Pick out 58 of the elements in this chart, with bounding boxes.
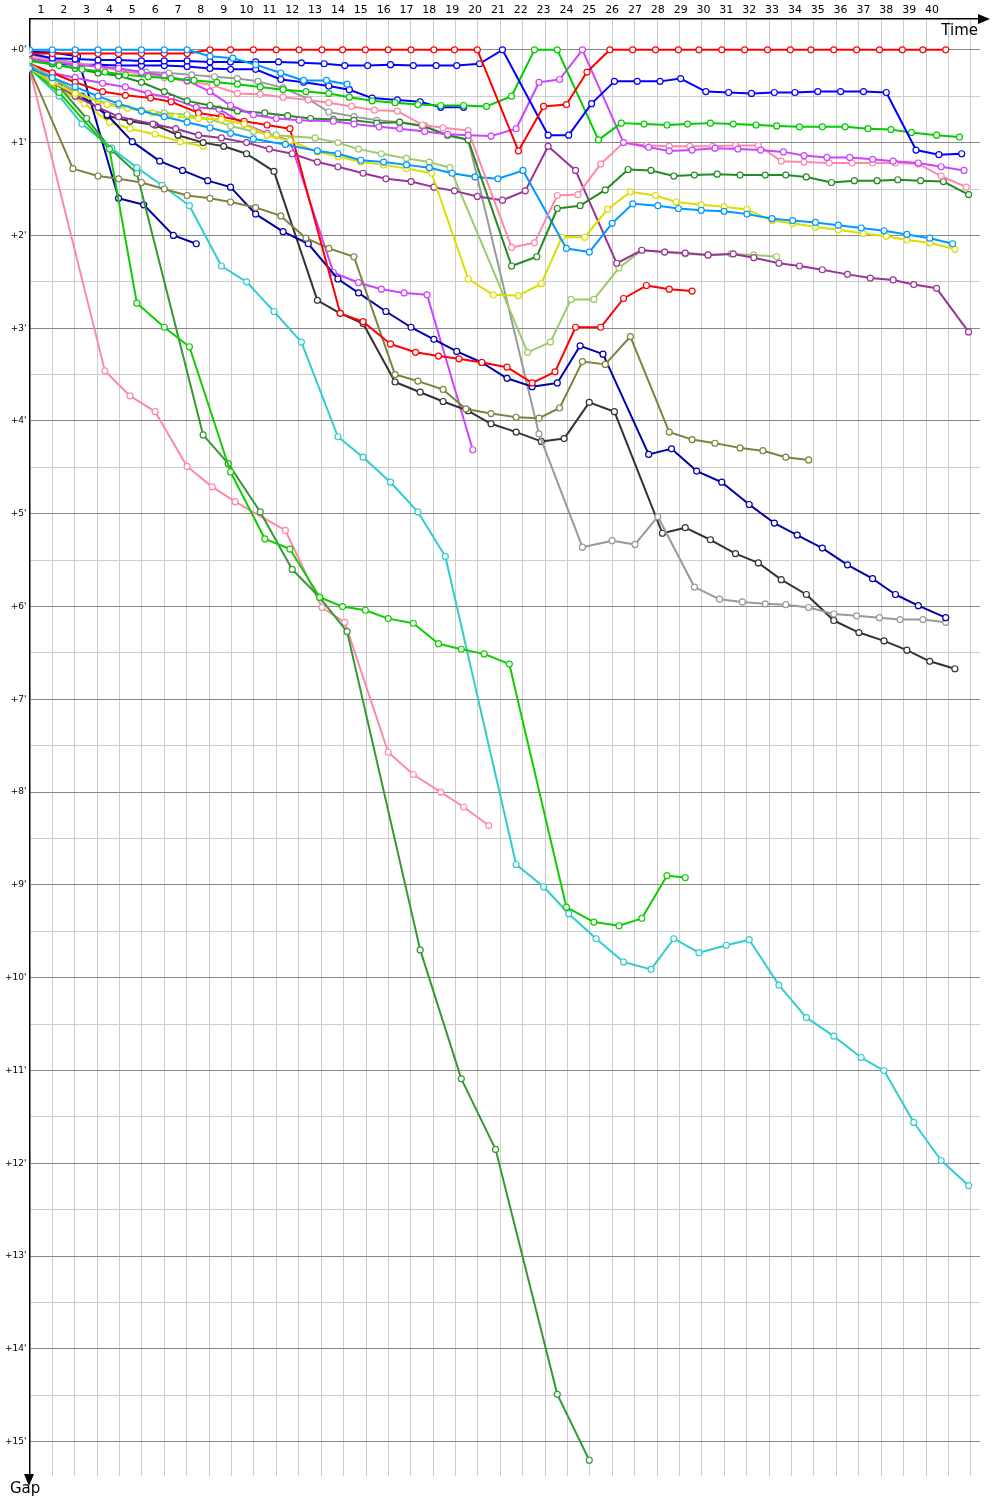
x-tick-label: 29 xyxy=(673,3,688,17)
y-tick-label: +13' xyxy=(5,1250,27,1261)
x-tick-label: 28 xyxy=(650,3,665,17)
y-tick-label: +3' xyxy=(10,322,27,333)
x-tick-label: 33 xyxy=(765,3,780,17)
x-tick-label: 22 xyxy=(513,3,528,17)
x-tick-label: 13 xyxy=(308,3,323,17)
x-tick-label: 20 xyxy=(468,3,483,17)
x-tick-label: 10 xyxy=(239,3,254,17)
y-tick-label: +5' xyxy=(10,508,27,519)
x-tick-label: 14 xyxy=(330,3,345,17)
x-tick-label: 25 xyxy=(582,3,597,17)
y-tick-label: +11' xyxy=(5,1064,27,1075)
x-tick-label: 5 xyxy=(128,3,136,17)
y-tick-label: +9' xyxy=(10,879,27,890)
x-axis-title: Time xyxy=(940,20,978,39)
y-tick-label: +10' xyxy=(5,972,27,983)
y-tick-label: +1' xyxy=(10,136,27,147)
y-tick-label: +8' xyxy=(10,786,27,797)
x-tick-label: 34 xyxy=(787,3,802,17)
y-tick-label: +12' xyxy=(5,1157,27,1168)
x-tick-label: 17 xyxy=(399,3,414,17)
x-tick-label: 8 xyxy=(197,3,205,17)
x-tick-label: 23 xyxy=(536,3,551,17)
x-tick-label: 27 xyxy=(627,3,642,17)
x-tick-label: 6 xyxy=(151,3,159,17)
x-tick-label: 19 xyxy=(445,3,460,17)
y-tick-label: +2' xyxy=(10,229,27,240)
x-tick-label: 31 xyxy=(719,3,734,17)
x-tick-label: 7 xyxy=(174,3,182,17)
x-tick-label: 32 xyxy=(742,3,757,17)
x-tick-label: 9 xyxy=(220,3,228,17)
x-tick-label: 30 xyxy=(696,3,711,17)
x-tick-label: 21 xyxy=(490,3,505,17)
y-tick-label: +14' xyxy=(5,1343,27,1354)
y-tick-label: +4' xyxy=(10,415,27,426)
x-tick-label: 4 xyxy=(105,3,113,17)
x-tick-label: 2 xyxy=(60,3,68,17)
x-tick-label: 36 xyxy=(833,3,848,17)
y-tick-label: +6' xyxy=(10,600,27,611)
x-tick-label: 12 xyxy=(285,3,300,17)
x-tick-label: 18 xyxy=(422,3,437,17)
y-tick-label: +7' xyxy=(10,693,27,704)
x-tick-label: 16 xyxy=(376,3,391,17)
x-tick-label: 40 xyxy=(925,3,940,17)
x-tick-label: 3 xyxy=(83,3,91,17)
x-tick-label: 24 xyxy=(559,3,574,17)
y-tick-label: +15' xyxy=(5,1436,27,1447)
x-tick-label: 39 xyxy=(902,3,917,17)
x-tick-label: 35 xyxy=(810,3,825,17)
y-axis-title: Gap xyxy=(10,1479,41,1498)
x-tick-label: 37 xyxy=(856,3,871,17)
x-tick-label: 15 xyxy=(353,3,368,17)
y-tick-label: +0' xyxy=(10,44,27,55)
x-tick-label: 38 xyxy=(879,3,894,17)
x-tick-label: 26 xyxy=(605,3,620,17)
x-tick-label: 1 xyxy=(37,3,45,17)
x-tick-label: 11 xyxy=(262,3,277,17)
